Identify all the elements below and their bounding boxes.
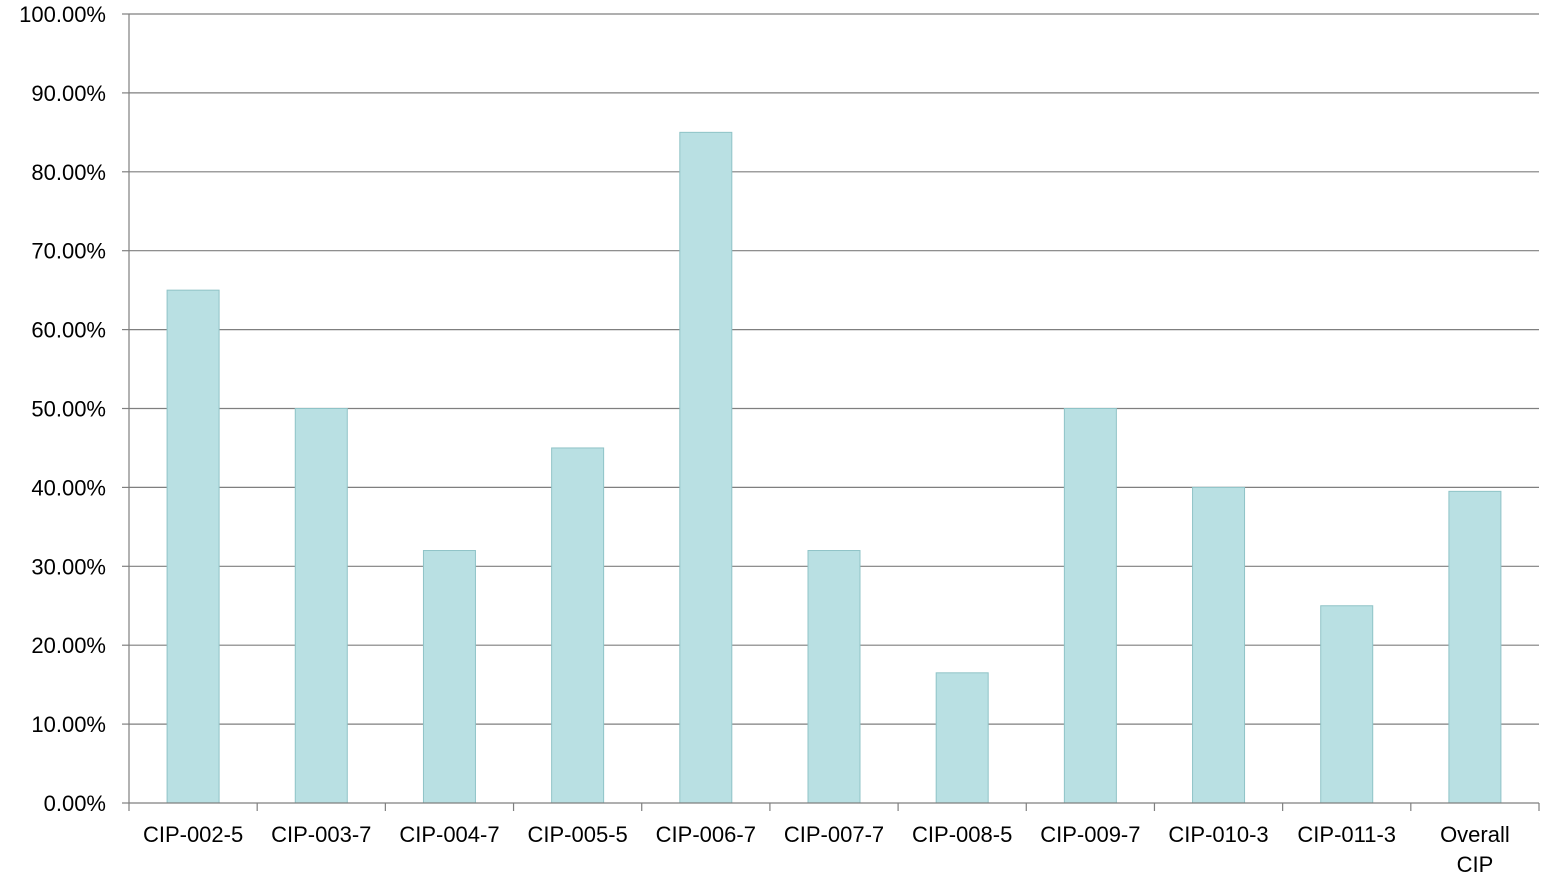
bar-cip-009-7 bbox=[1063, 408, 1117, 804]
y-tick-label: 40.00% bbox=[31, 475, 106, 500]
y-tick-labels: 0.00% 10.00% 20.00% 30.00% 40.00% 50.00% 60.00… bbox=[19, 2, 106, 816]
bar-cip-002-5 bbox=[166, 289, 220, 804]
x-tick-label: Overall CIP bbox=[1440, 822, 1510, 877]
y-tick-label: 50.00% bbox=[31, 397, 106, 422]
x-tick-label: CIP-006-7 bbox=[656, 822, 756, 847]
x-tick-label: CIP-009-7 bbox=[1040, 822, 1140, 847]
x-tick-label: CIP-003-7 bbox=[271, 822, 371, 847]
y-tick-label: 30.00% bbox=[31, 554, 106, 579]
y-tick-label: 60.00% bbox=[31, 318, 106, 343]
x-tick-labels: CIP-002-5 CIP-003-7 CIP-004-7 CIP-005-5 CIP-… bbox=[143, 822, 1510, 877]
x-tick-label: CIP-004-7 bbox=[399, 822, 499, 847]
axes bbox=[122, 13, 1540, 811]
bar-overall-cip bbox=[1448, 490, 1502, 804]
gridlines bbox=[129, 13, 1539, 725]
bar-cip-007-7 bbox=[807, 550, 861, 804]
y-tick-label: 100.00% bbox=[19, 2, 106, 27]
bar-cip-008-5 bbox=[935, 672, 989, 804]
y-tick-label: 10.00% bbox=[31, 712, 106, 737]
bar-cip-004-7 bbox=[422, 550, 476, 804]
y-tick-label: 20.00% bbox=[31, 633, 106, 658]
bar-cip-003-7 bbox=[294, 408, 348, 804]
bar-cip-005-5 bbox=[551, 447, 605, 804]
x-tick-label: CIP-008-5 bbox=[912, 822, 1012, 847]
y-tick-label: 90.00% bbox=[31, 81, 106, 106]
y-tick-label: 0.00% bbox=[44, 791, 106, 816]
x-tick-label: CIP-007-7 bbox=[784, 822, 884, 847]
bar-cip-010-3 bbox=[1192, 486, 1246, 804]
bar-cip-006-7 bbox=[679, 131, 733, 804]
y-tick-label: 80.00% bbox=[31, 160, 106, 185]
x-tick-label: CIP-011-3 bbox=[1297, 822, 1396, 847]
x-tick-label: CIP-005-5 bbox=[527, 822, 627, 847]
x-tick-label: CIP-002-5 bbox=[143, 822, 243, 847]
bars bbox=[166, 131, 1502, 804]
y-tick-label: 70.00% bbox=[31, 239, 106, 264]
x-tick-label: CIP-010-3 bbox=[1168, 822, 1268, 847]
bar-cip-011-3 bbox=[1320, 605, 1374, 804]
